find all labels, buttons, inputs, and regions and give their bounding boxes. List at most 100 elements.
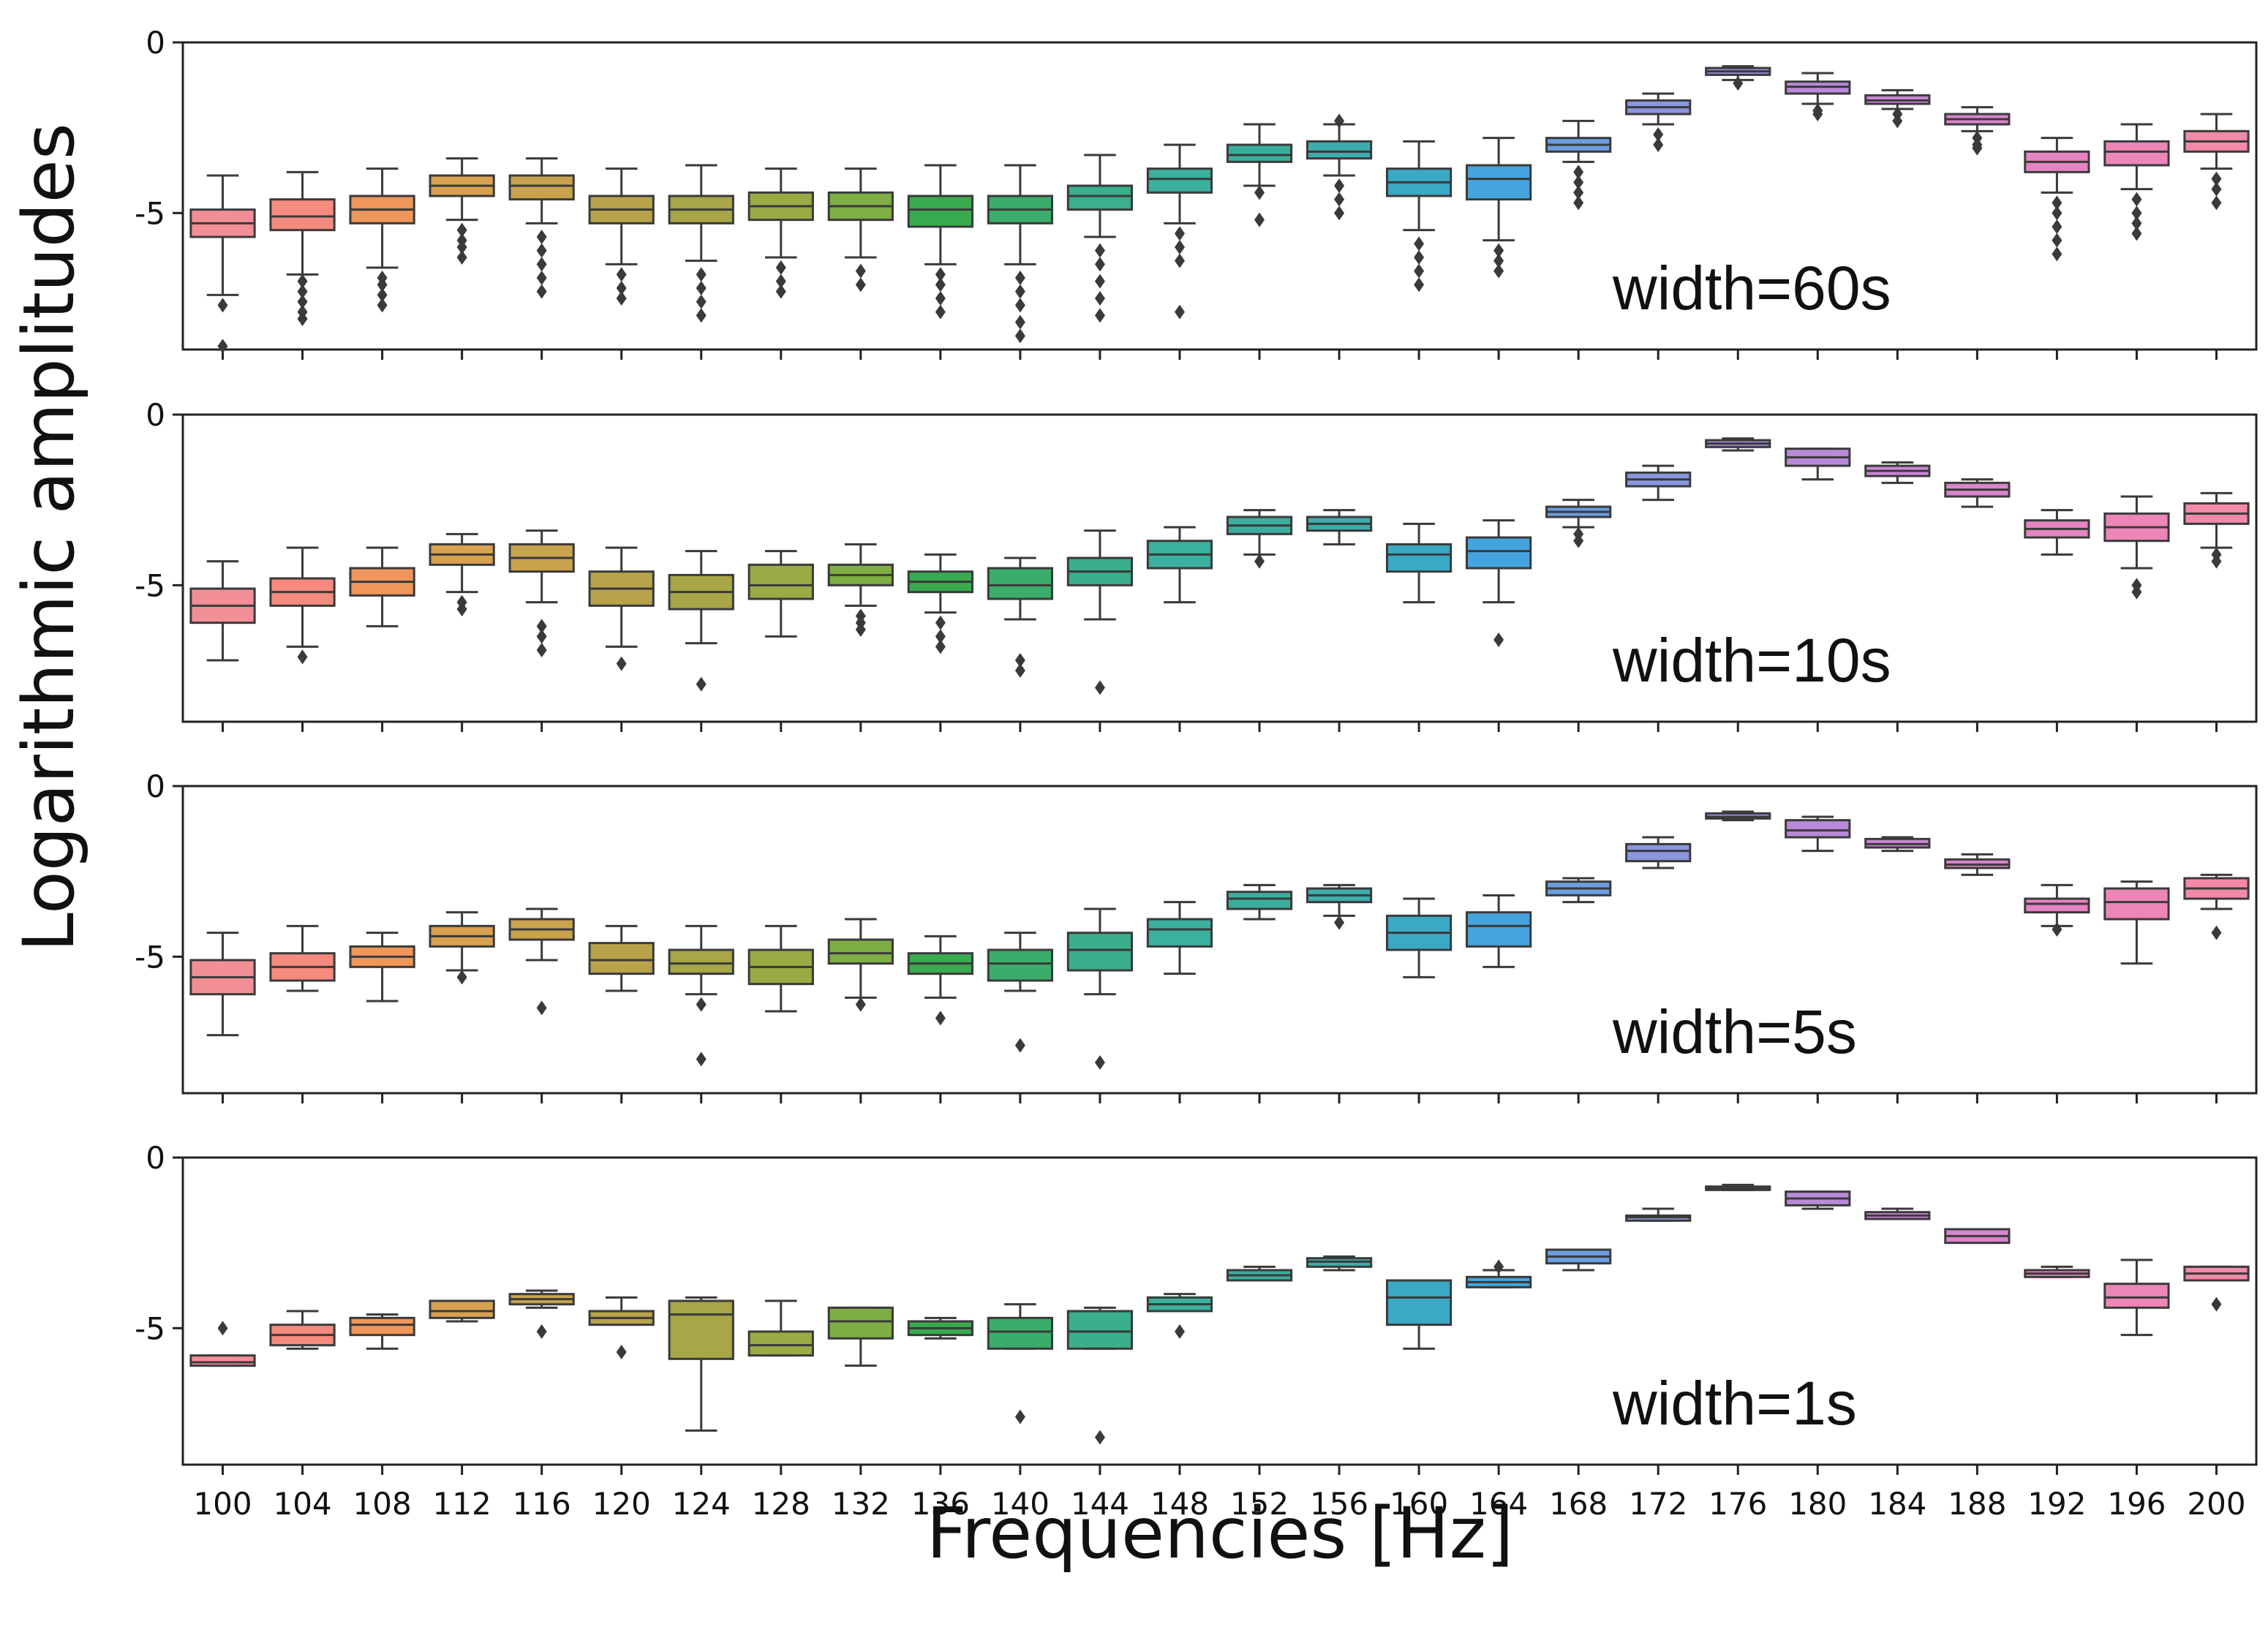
box-124 xyxy=(668,1296,734,1432)
outlier-point xyxy=(1573,175,1584,190)
y-tick-label: -5 xyxy=(135,939,165,975)
outlier-point xyxy=(1014,314,1025,330)
box-124 xyxy=(668,164,734,323)
iqr-box xyxy=(668,1299,734,1360)
box-104 xyxy=(269,170,336,326)
outlier-point xyxy=(536,257,547,272)
outlier-point xyxy=(855,277,866,292)
outlier-point xyxy=(2052,233,2062,248)
y-axis-title: Logarithmic amplitudes xyxy=(8,123,90,952)
outlier-point xyxy=(935,267,946,282)
outlier-point xyxy=(536,230,547,244)
box-184 xyxy=(1864,1207,1931,1220)
box-108 xyxy=(349,932,415,1003)
outlier-point xyxy=(1174,1324,1185,1339)
outlier-point xyxy=(1334,178,1345,193)
outlier-point xyxy=(1653,127,1664,142)
iqr-box xyxy=(1385,543,1453,573)
box-176 xyxy=(1705,810,1771,822)
iqr-box xyxy=(349,1316,415,1337)
outlier-point xyxy=(1174,240,1185,254)
panel-4: 0 -5 width=1s xyxy=(135,1140,2258,1475)
iqr-box xyxy=(2103,887,2170,921)
outlier-point xyxy=(297,284,308,299)
box-116 xyxy=(508,157,575,299)
box-188 xyxy=(1944,106,2011,156)
iqr-box xyxy=(1625,842,1692,863)
y-tick-label: 0 xyxy=(146,769,165,804)
box-144 xyxy=(1066,907,1134,1070)
outlier-point xyxy=(775,273,786,289)
y-tick-label: 0 xyxy=(146,1140,165,1176)
y-tick-label: 0 xyxy=(146,397,165,433)
outlier-point xyxy=(1014,298,1025,313)
outlier-point xyxy=(1094,243,1105,258)
x-tick-label: 104 xyxy=(273,1486,331,1522)
box-188 xyxy=(1944,1228,2011,1245)
outlier-point xyxy=(616,656,627,671)
iqr-box xyxy=(1466,911,1532,948)
iqr-box xyxy=(2103,1283,2170,1309)
iqr-box xyxy=(1146,167,1213,194)
x-tick-label: 176 xyxy=(1708,1486,1767,1522)
box-108 xyxy=(349,167,415,313)
x-tick-label: 152 xyxy=(1230,1486,1289,1522)
outlier-point xyxy=(456,602,467,616)
outlier-point xyxy=(1094,257,1105,272)
outlier-point xyxy=(1653,137,1664,152)
x-tick-label: 156 xyxy=(1310,1486,1368,1522)
outlier-point xyxy=(775,260,786,275)
outlier-point xyxy=(1254,185,1265,200)
outlier-point xyxy=(1573,185,1584,200)
box-124 xyxy=(668,550,734,692)
outlier-point xyxy=(1254,212,1265,227)
outlier-point xyxy=(1573,195,1584,211)
outlier-point xyxy=(2211,925,2222,940)
outlier-point xyxy=(1414,277,1425,292)
box-180 xyxy=(1785,815,1851,853)
box-172 xyxy=(1625,464,1692,502)
box-152 xyxy=(1226,1265,1293,1282)
box-128 xyxy=(747,167,814,299)
iqr-box xyxy=(987,567,1054,600)
outlier-point xyxy=(1014,1038,1025,1053)
outlier-point xyxy=(935,629,946,644)
iqr-box xyxy=(1466,164,1532,201)
x-tick-label: 196 xyxy=(2107,1486,2166,1522)
box-196 xyxy=(2103,123,2170,241)
outlier-point xyxy=(935,291,946,306)
outlier-point xyxy=(2211,181,2222,197)
box-148 xyxy=(1146,526,1213,604)
box-124 xyxy=(668,924,734,1067)
outlier-point xyxy=(616,267,627,282)
panel-frame xyxy=(181,41,2258,351)
outlier-point xyxy=(217,1321,228,1336)
box-176 xyxy=(1705,1183,1771,1191)
box-156 xyxy=(1306,113,1373,221)
outlier-point xyxy=(2052,922,2062,937)
outlier-point xyxy=(935,304,946,320)
box-128 xyxy=(747,924,814,1013)
outlier-point xyxy=(536,1324,547,1339)
box-192 xyxy=(2024,883,2090,937)
iqr-box xyxy=(1146,918,1213,948)
outlier-point xyxy=(2131,205,2142,221)
box-116 xyxy=(508,529,575,657)
x-tick-label: 164 xyxy=(1469,1486,1528,1522)
iqr-box xyxy=(189,1354,256,1367)
box-168 xyxy=(1545,1248,1612,1272)
panel-1: 0 -5 width=60s xyxy=(135,25,2258,360)
box-176 xyxy=(1705,437,1771,452)
box-188 xyxy=(1944,853,2011,876)
box-156 xyxy=(1306,883,1373,930)
panel-3: 0 -5 width=5s xyxy=(135,769,2258,1103)
outlier-point xyxy=(855,622,866,637)
box-156 xyxy=(1306,1255,1373,1272)
box-168 xyxy=(1545,119,1612,211)
box-160 xyxy=(1385,140,1453,292)
box-196 xyxy=(2103,1258,2170,1337)
iqr-box xyxy=(429,1299,495,1319)
iqr-box xyxy=(1385,1279,1453,1326)
outlier-point xyxy=(2131,216,2142,231)
outlier-point xyxy=(616,291,627,306)
